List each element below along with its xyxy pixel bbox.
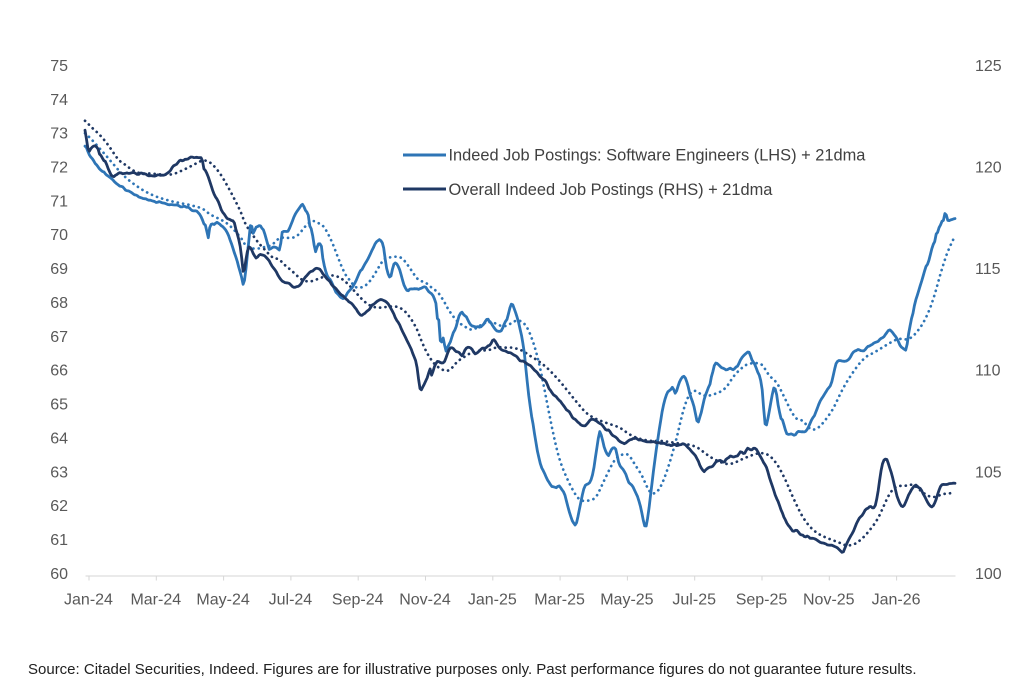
svg-text:Jan-26: Jan-26 bbox=[872, 592, 921, 609]
svg-text:74: 74 bbox=[50, 92, 68, 109]
svg-text:66: 66 bbox=[50, 363, 68, 380]
svg-text:120: 120 bbox=[975, 160, 1002, 177]
svg-text:Jul-25: Jul-25 bbox=[672, 592, 716, 609]
svg-text:69: 69 bbox=[50, 261, 68, 278]
svg-text:61: 61 bbox=[50, 532, 68, 549]
svg-text:115: 115 bbox=[975, 261, 1001, 278]
svg-text:Sep-24: Sep-24 bbox=[332, 592, 384, 609]
svg-text:60: 60 bbox=[50, 566, 68, 583]
svg-text:63: 63 bbox=[50, 464, 68, 481]
svg-text:71: 71 bbox=[50, 193, 68, 210]
svg-text:75: 75 bbox=[50, 58, 68, 75]
svg-text:Sep-25: Sep-25 bbox=[736, 592, 788, 609]
svg-text:Source: Citadel Securities, In: Source: Citadel Securities, Indeed. Figu… bbox=[28, 661, 917, 678]
svg-text:Jan-24: Jan-24 bbox=[64, 592, 113, 609]
svg-text:May-25: May-25 bbox=[600, 592, 653, 609]
svg-text:Nov-24: Nov-24 bbox=[399, 592, 451, 609]
svg-text:68: 68 bbox=[50, 295, 68, 312]
svg-text:73: 73 bbox=[50, 126, 68, 143]
svg-text:Overall Indeed Job Postings (R: Overall Indeed Job Postings (RHS) + 21dm… bbox=[449, 181, 774, 199]
svg-text:Mar-25: Mar-25 bbox=[534, 592, 585, 609]
svg-text:Nov-25: Nov-25 bbox=[803, 592, 855, 609]
svg-text:70: 70 bbox=[50, 227, 68, 244]
svg-text:64: 64 bbox=[50, 430, 68, 447]
svg-text:125: 125 bbox=[975, 58, 1002, 75]
svg-text:65: 65 bbox=[50, 397, 68, 414]
svg-text:Jan-25: Jan-25 bbox=[468, 592, 517, 609]
svg-text:Mar-24: Mar-24 bbox=[130, 592, 181, 609]
svg-text:Indeed Job Postings: Software: Indeed Job Postings: Software Engineers … bbox=[449, 147, 867, 165]
svg-text:72: 72 bbox=[50, 160, 68, 177]
svg-text:105: 105 bbox=[975, 464, 1002, 481]
svg-text:67: 67 bbox=[50, 329, 68, 346]
svg-text:Jul-24: Jul-24 bbox=[269, 592, 313, 609]
svg-text:62: 62 bbox=[50, 498, 68, 515]
svg-text:100: 100 bbox=[975, 566, 1002, 583]
svg-text:May-24: May-24 bbox=[196, 592, 249, 609]
svg-text:110: 110 bbox=[975, 363, 1001, 380]
